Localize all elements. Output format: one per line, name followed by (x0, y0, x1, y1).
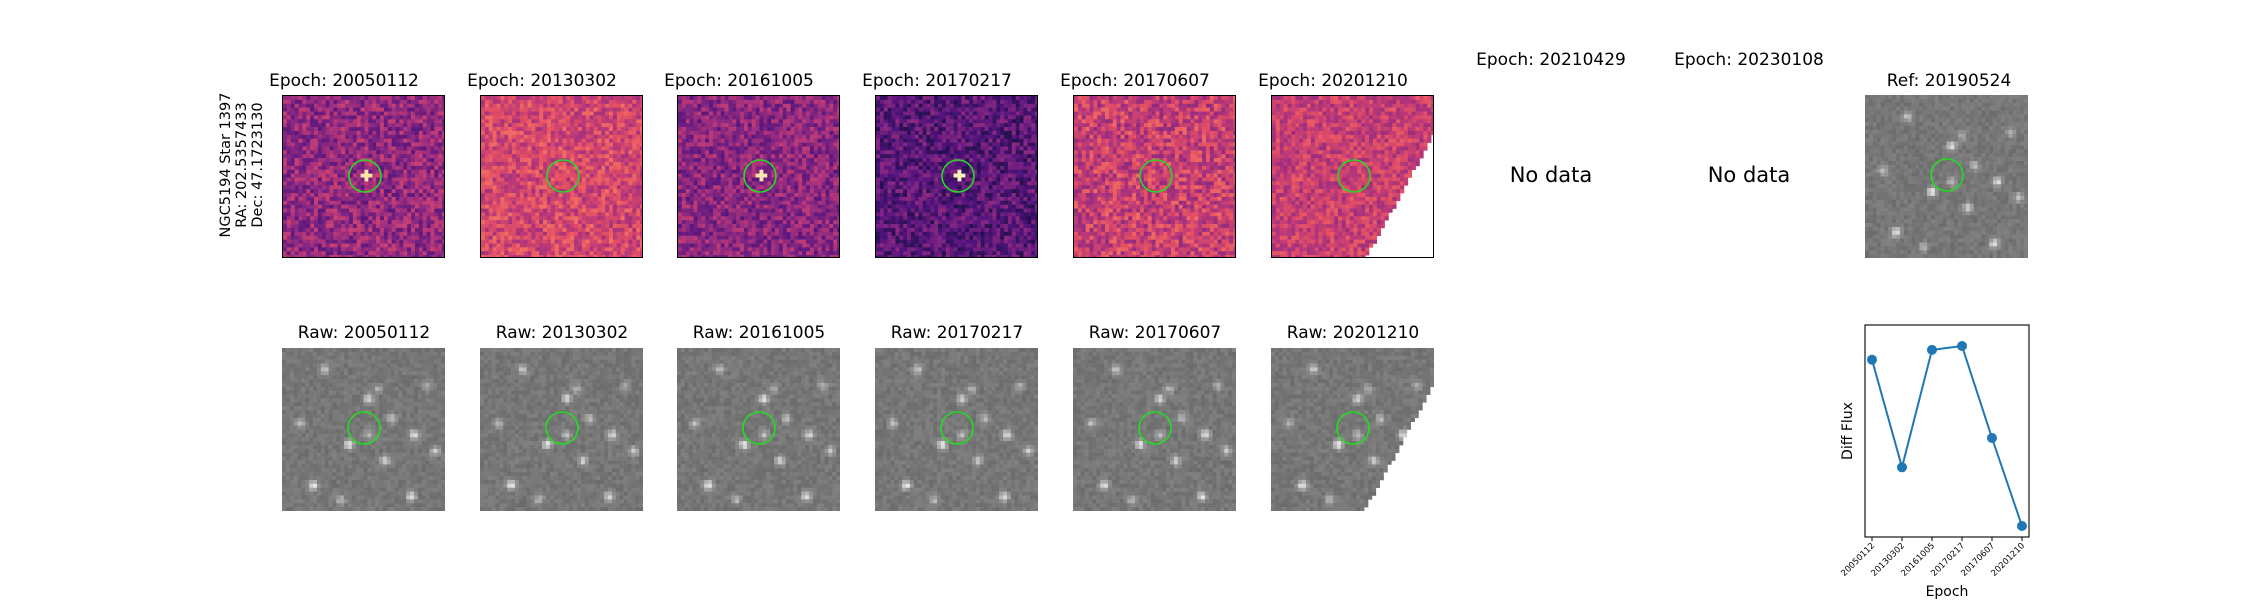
flux-point (1867, 354, 1877, 365)
ref-title: Ref: 20190524 (1849, 71, 2049, 91)
flux-point (2017, 521, 2027, 531)
target-circle (545, 411, 579, 445)
image-canvas (876, 96, 1037, 257)
flux-point (1957, 341, 1967, 351)
raw-title-1: Raw: 20050112 (264, 323, 464, 343)
raw-title-4: Raw: 20170217 (857, 323, 1057, 343)
image-canvas (875, 348, 1038, 511)
raw-image-3 (677, 348, 840, 511)
diff-title-6: Epoch: 20201210 (1233, 71, 1433, 91)
raw-title-3: Raw: 20161005 (659, 323, 859, 343)
target-circle (1138, 411, 1172, 445)
target-circle (348, 159, 382, 193)
no-data-text-7: No data (1451, 163, 1651, 187)
diff-image-1 (282, 95, 445, 258)
flux-series-line (1871, 344, 2023, 527)
image-canvas (1271, 348, 1434, 511)
star-name: NGC5194 Star 1397 (218, 80, 234, 250)
target-circle (941, 159, 975, 193)
y-axis-label: Diff Flux (1840, 402, 1856, 460)
diff-title-3: Epoch: 20161005 (639, 71, 839, 91)
diff-image-4 (875, 95, 1038, 258)
star-ra: RA: 202.5357433 (234, 80, 250, 250)
image-canvas (1272, 96, 1433, 257)
target-circle (1337, 159, 1371, 193)
diff-flux-chart: 2005011220130302201610052017021720170607… (1839, 324, 2030, 600)
no-data-text-8: No data (1649, 163, 1849, 187)
raw-image-4 (875, 348, 1038, 511)
image-canvas (283, 96, 444, 257)
image-canvas (1073, 348, 1236, 511)
target-circle (1139, 159, 1173, 193)
image-canvas (480, 348, 643, 511)
star-info-label: NGC5194 Star 1397 RA: 202.5357433 Dec: 4… (218, 80, 266, 250)
flux-point (1987, 433, 1997, 443)
raw-image-5 (1073, 348, 1236, 511)
diff-title-4: Epoch: 20170217 (837, 71, 1037, 91)
raw-title-5: Raw: 20170607 (1055, 323, 1255, 343)
image-canvas (678, 96, 839, 257)
image-canvas (1074, 96, 1235, 257)
target-circle (743, 159, 777, 193)
image-canvas (1865, 95, 2028, 258)
target-circle (546, 159, 580, 193)
target-circle (347, 411, 381, 445)
diff-title-8: Epoch: 20230108 (1649, 50, 1849, 70)
x-axis-label: Epoch (1926, 584, 1969, 600)
diff-title-5: Epoch: 20170607 (1035, 71, 1235, 91)
chart-frame (1864, 324, 2030, 538)
target-circle (1336, 411, 1370, 445)
diff-title-1: Epoch: 20050112 (244, 71, 444, 91)
raw-image-2 (480, 348, 643, 511)
diff-title-7: Epoch: 20210429 (1451, 50, 1651, 70)
target-circle (742, 411, 776, 445)
ref-image (1865, 95, 2028, 258)
raw-title-2: Raw: 20130302 (462, 323, 662, 343)
flux-point (1927, 344, 1937, 355)
raw-image-1 (282, 348, 445, 511)
target-circle (940, 411, 974, 445)
image-canvas (282, 348, 445, 511)
image-canvas (481, 96, 642, 257)
diff-image-5 (1073, 95, 1236, 258)
raw-image-6 (1271, 348, 1434, 511)
diff-image-6 (1271, 95, 1434, 258)
flux-point (1897, 462, 1907, 473)
star-dec: Dec: 47.1723130 (250, 80, 266, 250)
target-circle (1930, 158, 1964, 192)
diff-image-2 (480, 95, 643, 258)
diff-title-2: Epoch: 20130302 (442, 71, 642, 91)
image-canvas (677, 348, 840, 511)
raw-title-6: Raw: 20201210 (1253, 323, 1453, 343)
diff-image-3 (677, 95, 840, 258)
